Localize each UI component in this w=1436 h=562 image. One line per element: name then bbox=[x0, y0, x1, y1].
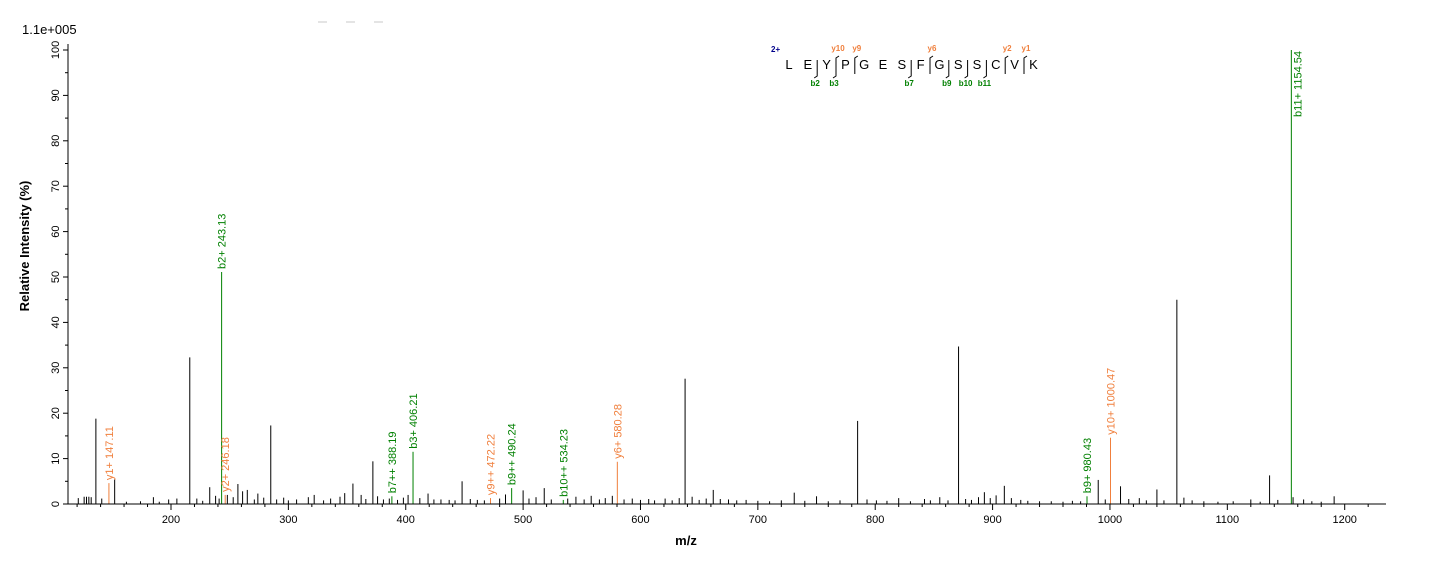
b-fragment-label: b9 bbox=[942, 79, 952, 88]
b-fragment-bracket bbox=[832, 60, 837, 79]
x-tick-label: 400 bbox=[397, 514, 415, 526]
sequence-residue: S bbox=[954, 57, 963, 72]
x-axis: 200 300 400 500 600 700 800 900 1000 1100 1200 bbox=[76, 504, 1369, 526]
charge-state-label: 2+ bbox=[771, 45, 780, 54]
b-fragment-label: b3 bbox=[829, 79, 839, 88]
b-fragment-label: b11 bbox=[978, 79, 992, 88]
sequence-residue: K bbox=[1029, 57, 1038, 72]
y-tick-label: 20 bbox=[50, 407, 62, 419]
sequence-residue: P bbox=[841, 57, 850, 72]
sequence-residue: F bbox=[917, 57, 925, 72]
x-tick-label: 500 bbox=[514, 514, 532, 526]
x-tick-label: 800 bbox=[866, 514, 884, 526]
peak-annotation-label: y6+ 580.28 bbox=[612, 404, 624, 459]
peak-annotation-label: b2+ 243.13 bbox=[217, 214, 229, 269]
y-tick-label: 80 bbox=[50, 135, 62, 147]
x-tick-label: 700 bbox=[749, 514, 767, 526]
y-tick-label: 10 bbox=[50, 452, 62, 464]
peak-annotation-label: b10++ 534.23 bbox=[558, 429, 570, 497]
x-tick-label: 1200 bbox=[1332, 514, 1356, 526]
peak-annotation-label: y2+ 246.18 bbox=[220, 437, 232, 492]
sequence-residue: G bbox=[934, 57, 944, 72]
x-axis-title: m/z bbox=[675, 533, 697, 548]
y-fragment-label: y6 bbox=[928, 44, 937, 53]
peak-series bbox=[77, 299, 1335, 504]
sequence-residue: G bbox=[859, 57, 869, 72]
y-tick-label: 90 bbox=[50, 89, 62, 101]
peak-annotation-label: b3+ 406.21 bbox=[408, 393, 420, 448]
b-fragment-bracket bbox=[983, 60, 987, 79]
x-tick-label: 1000 bbox=[1098, 514, 1122, 526]
b-fragment-bracket bbox=[964, 60, 969, 79]
x-tick-label: 900 bbox=[983, 514, 1001, 526]
b-fragment-label: b10 bbox=[959, 79, 973, 88]
y-tick-label: 70 bbox=[50, 180, 62, 192]
b-fragment-label: b2 bbox=[811, 79, 821, 88]
sequence-residue: E bbox=[803, 57, 812, 72]
peak-annotation-label: b9++ 490.24 bbox=[507, 423, 519, 485]
peak-annotation-label: y9++ 472.22 bbox=[486, 434, 498, 495]
y-tick-label: 50 bbox=[50, 271, 62, 283]
y-tick-label: 0 bbox=[50, 501, 62, 507]
sequence-residue: V bbox=[1010, 57, 1019, 72]
y-fragment-label: y1 bbox=[1022, 44, 1031, 53]
x-tick-label: 300 bbox=[279, 514, 297, 526]
y-fragment-label: y2 bbox=[1003, 44, 1012, 53]
peak-annotation-label: b11+ 1154.54 bbox=[1292, 51, 1304, 117]
y-fragment-bracket bbox=[1023, 55, 1028, 74]
peak-annotation-label: y1+ 147.11 bbox=[104, 426, 116, 480]
annotated-peak-series: y1+ 147.11 b2+ 243.13 y2+ 246.18 b7++ 388.1… bbox=[104, 50, 1304, 504]
y-tick-label: 100 bbox=[50, 41, 62, 59]
sequence-residue: C bbox=[991, 57, 1000, 72]
sequence-residue: S bbox=[973, 57, 982, 72]
x-tick-label: 600 bbox=[631, 514, 649, 526]
intensity-scale-label: 1.1e+005 bbox=[22, 22, 77, 37]
b-fragment-bracket bbox=[813, 60, 818, 79]
b-fragment-bracket bbox=[907, 60, 912, 79]
sequence-residue: L bbox=[785, 57, 792, 72]
y-fragment-bracket bbox=[854, 55, 859, 74]
x-tick-label: 1100 bbox=[1216, 514, 1240, 526]
sequence-residue: E bbox=[879, 57, 888, 72]
y-tick-label: 40 bbox=[50, 316, 62, 328]
b-fragment-bracket bbox=[945, 60, 950, 79]
x-tick-label: 200 bbox=[162, 514, 180, 526]
y-axis-title: Relative Intensity (%) bbox=[17, 181, 32, 312]
y-fragment-bracket bbox=[1004, 55, 1009, 74]
peak-annotation-label: b7++ 388.19 bbox=[387, 431, 399, 493]
y-fragment-bracket bbox=[929, 55, 934, 74]
y-axis: 0 10 20 30 40 50 60 70 80 90 100 bbox=[50, 41, 68, 507]
y-tick-label: 60 bbox=[50, 225, 62, 237]
b-fragment-label: b7 bbox=[905, 79, 915, 88]
y-fragment-label: y10 bbox=[831, 44, 845, 53]
peak-annotation-label: y10+ 1000.47 bbox=[1106, 368, 1118, 435]
sequence-residue: Y bbox=[822, 57, 831, 72]
peak-annotation-label: b9+ 980.43 bbox=[1082, 438, 1094, 493]
y-tick-label: 30 bbox=[50, 362, 62, 374]
sequence-residue: S bbox=[897, 57, 906, 72]
y-fragment-label: y9 bbox=[852, 44, 861, 53]
